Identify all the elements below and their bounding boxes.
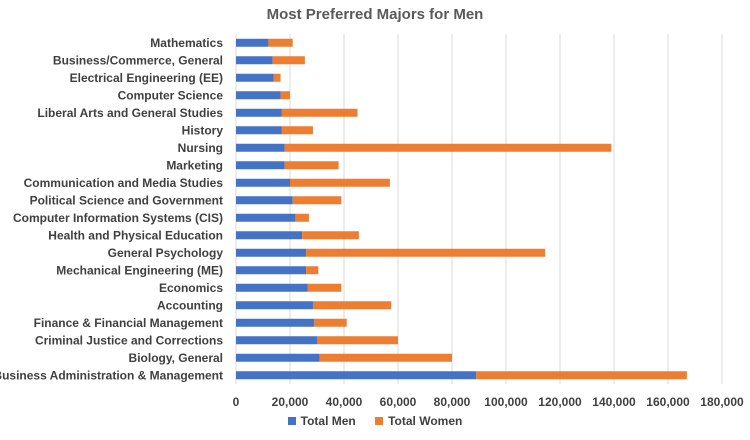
legend-item-total-men: Total Men: [287, 414, 356, 428]
x-tick-label: 60,000: [380, 395, 417, 409]
x-tick-label: 0: [233, 395, 240, 409]
bar-total-men: [236, 38, 269, 47]
bar-total-men: [236, 161, 285, 170]
bar-total-women: [302, 231, 359, 240]
bar-total-women: [273, 73, 281, 82]
bar-total-men: [236, 73, 274, 82]
bar-total-men: [236, 126, 282, 135]
bar-total-women: [290, 178, 390, 187]
category-label: Computer Science: [118, 88, 224, 102]
category-label: Economics: [159, 281, 223, 295]
bar-total-women: [284, 161, 339, 170]
bar-total-women: [319, 353, 452, 362]
bar-total-women: [284, 143, 612, 152]
category-label: Health and Physical Education: [48, 228, 223, 242]
category-label: Biology, General: [129, 351, 223, 365]
category-label: General Psychology: [108, 246, 224, 260]
bar-total-men: [236, 231, 303, 240]
bar-total-men: [236, 56, 273, 65]
category-label: Marketing: [166, 158, 223, 172]
bar-total-women: [268, 38, 293, 47]
x-tick-label: 180,000: [700, 395, 744, 409]
category-label: Mathematics: [150, 36, 223, 50]
bar-total-men: [236, 336, 317, 345]
bar-total-women: [292, 196, 342, 205]
bar-total-women: [306, 266, 319, 275]
legend: Total Men Total Women: [0, 414, 750, 428]
bar-total-men: [236, 108, 282, 117]
bar-total-men: [236, 196, 293, 205]
category-label: Electrical Engineering (EE): [70, 71, 223, 85]
legend-swatch-total-men: [287, 417, 296, 425]
bar-total-women: [272, 56, 305, 65]
bar-total-women: [281, 126, 313, 135]
category-label: Communication and Media Studies: [24, 176, 224, 190]
legend-item-total-women: Total Women: [375, 414, 462, 428]
legend-label-total-women: Total Women: [388, 414, 463, 428]
bar-total-women: [476, 371, 687, 380]
bar-total-men: [236, 283, 308, 292]
bar-total-women: [280, 91, 290, 100]
bar-total-men: [236, 213, 296, 222]
category-label: Finance & Financial Management: [34, 316, 223, 330]
bar-total-women: [281, 108, 358, 117]
category-label: Accounting: [157, 298, 223, 312]
category-label: Mechanical Engineering (ME): [56, 263, 223, 277]
category-label: Liberal Arts and General Studies: [37, 106, 223, 120]
bar-total-men: [236, 371, 477, 380]
x-tick-label: 20,000: [272, 395, 309, 409]
legend-swatch-total-women: [375, 417, 384, 425]
x-tick-label: 160,000: [646, 395, 690, 409]
bar-total-men: [236, 353, 320, 362]
category-label: Nursing: [178, 141, 223, 155]
category-label: Computer Information Systems (CIS): [13, 211, 223, 225]
category-label: Criminal Justice and Corrections: [35, 333, 223, 347]
category-label: Political Science and Government: [30, 193, 223, 207]
x-tick-label: 100,000: [484, 395, 528, 409]
category-label: Business Administration & Management: [0, 368, 223, 382]
bar-total-men: [236, 91, 281, 100]
x-tick-label: 140,000: [592, 395, 636, 409]
bar-total-men: [236, 301, 313, 310]
bar-total-women: [312, 301, 392, 310]
bar-total-women: [306, 248, 546, 257]
x-tick-label: 80,000: [434, 395, 471, 409]
legend-label-total-men: Total Men: [300, 414, 356, 428]
bar-total-men: [236, 178, 290, 187]
bar-total-men: [236, 266, 307, 275]
bar-total-men: [236, 248, 307, 257]
bar-total-women: [307, 283, 342, 292]
x-tick-label: 40,000: [326, 395, 363, 409]
chart-title: Most Preferred Majors for Men: [266, 6, 484, 23]
bar-total-men: [236, 143, 285, 152]
bar-total-women: [295, 213, 309, 222]
category-label: Business/Commerce, General: [53, 53, 223, 67]
bar-total-women: [317, 336, 398, 345]
x-tick-label: 120,000: [538, 395, 582, 409]
bar-total-women: [314, 318, 347, 327]
category-label: History: [182, 123, 224, 137]
bar-total-men: [236, 318, 315, 327]
